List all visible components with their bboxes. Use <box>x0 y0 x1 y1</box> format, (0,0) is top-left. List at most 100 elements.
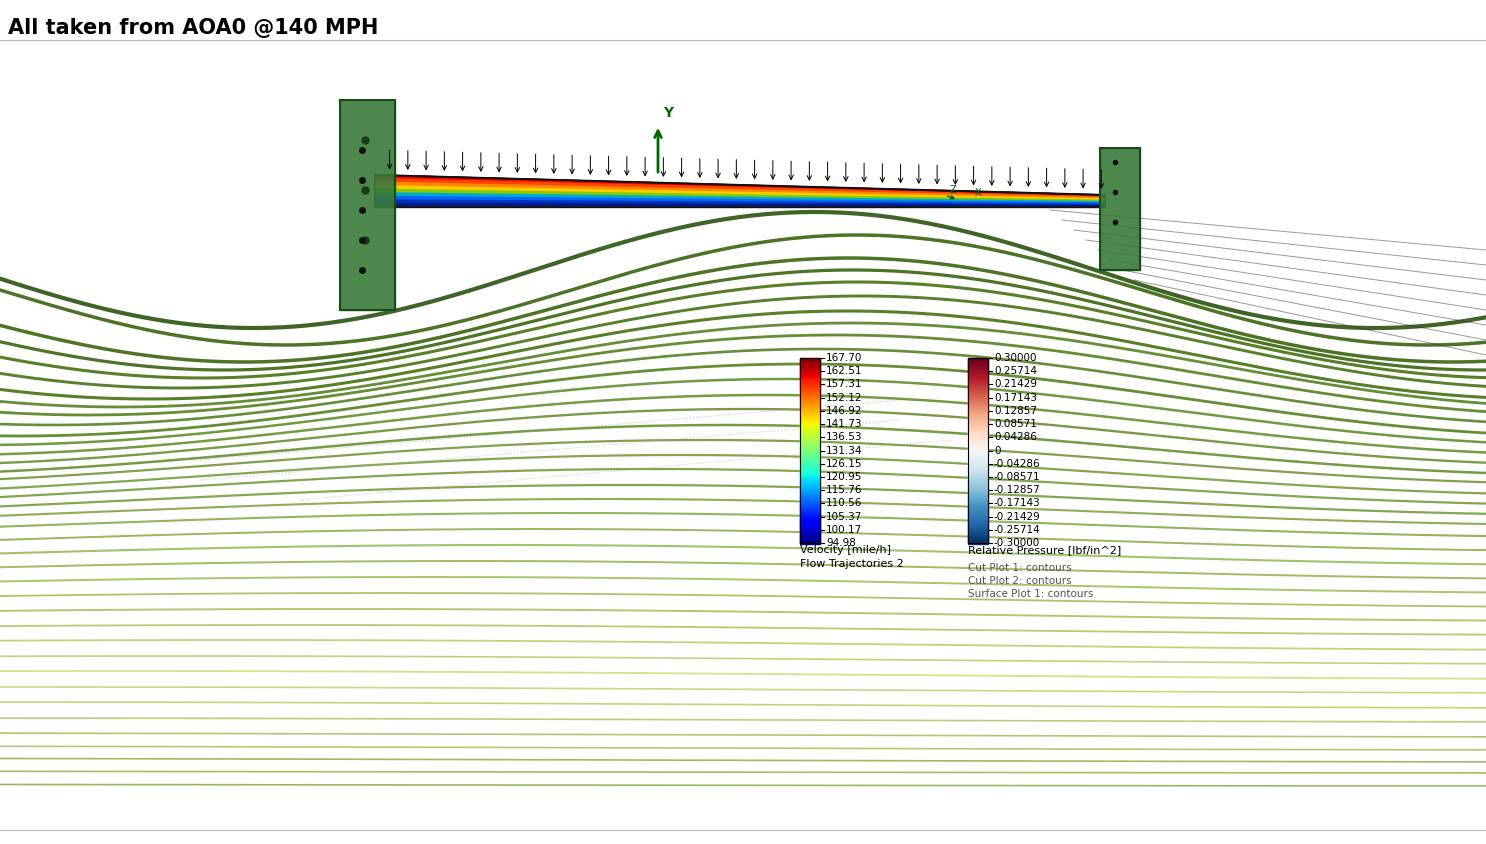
Polygon shape <box>1065 194 1068 207</box>
Bar <box>967 502 988 503</box>
Bar <box>799 491 820 492</box>
Polygon shape <box>542 180 547 207</box>
Bar <box>799 510 820 511</box>
Bar <box>967 421 988 422</box>
Bar <box>967 394 988 395</box>
Bar <box>967 373 988 375</box>
Text: 0.08571: 0.08571 <box>994 419 1037 429</box>
Text: -0.12857: -0.12857 <box>994 485 1040 495</box>
Polygon shape <box>612 181 615 207</box>
Polygon shape <box>1101 195 1106 207</box>
Polygon shape <box>783 187 788 207</box>
Bar <box>967 407 988 408</box>
Text: Cut Plot 2: contours: Cut Plot 2: contours <box>967 576 1071 586</box>
Bar <box>799 489 820 490</box>
Bar <box>799 511 820 512</box>
Bar <box>967 512 988 513</box>
Bar <box>799 420 820 421</box>
Text: Z: Z <box>950 185 957 195</box>
Polygon shape <box>404 176 407 207</box>
Polygon shape <box>898 189 901 207</box>
Bar <box>799 412 820 413</box>
Bar <box>799 392 820 393</box>
Polygon shape <box>547 180 550 207</box>
Bar <box>967 387 988 389</box>
Bar <box>967 364 988 365</box>
Polygon shape <box>1076 194 1079 207</box>
Bar <box>799 522 820 523</box>
Polygon shape <box>678 183 682 207</box>
Bar <box>799 388 820 390</box>
Bar <box>967 369 988 370</box>
Bar <box>967 513 988 515</box>
Polygon shape <box>562 180 565 207</box>
Bar <box>799 473 820 475</box>
Bar <box>967 520 988 521</box>
Polygon shape <box>620 181 623 207</box>
Bar <box>967 519 988 521</box>
Bar <box>967 401 988 402</box>
Polygon shape <box>740 185 743 207</box>
Bar <box>799 462 820 463</box>
Bar <box>799 436 820 437</box>
Bar <box>799 493 820 495</box>
Bar <box>799 519 820 521</box>
Bar <box>967 427 988 429</box>
Bar <box>967 470 988 471</box>
Bar <box>799 461 820 462</box>
Polygon shape <box>722 185 725 207</box>
Text: 0: 0 <box>994 446 1000 456</box>
Polygon shape <box>667 183 670 207</box>
Polygon shape <box>642 182 645 207</box>
Bar <box>799 421 820 422</box>
Bar <box>799 456 820 457</box>
Polygon shape <box>810 187 813 207</box>
Text: 146.92: 146.92 <box>826 406 862 416</box>
Bar <box>799 483 820 484</box>
Bar <box>967 509 988 511</box>
Polygon shape <box>773 186 777 207</box>
Text: -0.30000: -0.30000 <box>994 538 1040 548</box>
Polygon shape <box>474 178 477 207</box>
Polygon shape <box>517 179 522 207</box>
Bar <box>799 381 820 382</box>
Bar <box>799 429 820 430</box>
Bar <box>967 526 988 527</box>
Polygon shape <box>893 189 898 207</box>
Bar <box>799 460 820 461</box>
Bar <box>799 422 820 424</box>
Bar <box>799 516 820 517</box>
Bar <box>967 408 988 409</box>
Bar <box>967 468 988 470</box>
Bar <box>967 397 988 398</box>
Polygon shape <box>762 186 765 207</box>
Bar <box>799 371 820 373</box>
Bar <box>967 392 988 393</box>
Polygon shape <box>933 190 938 207</box>
Bar <box>967 472 988 473</box>
Polygon shape <box>374 182 1106 199</box>
Bar <box>967 512 988 514</box>
Text: -0.08571: -0.08571 <box>994 472 1040 482</box>
Bar <box>967 468 988 469</box>
Bar <box>967 528 988 529</box>
Bar <box>799 423 820 425</box>
Bar <box>967 524 988 526</box>
Bar <box>967 363 988 365</box>
Bar <box>799 403 820 404</box>
Bar <box>799 538 820 540</box>
Bar <box>967 366 988 367</box>
Polygon shape <box>863 188 868 207</box>
Bar <box>799 455 820 456</box>
Bar <box>967 395 988 396</box>
Bar <box>799 528 820 529</box>
Polygon shape <box>798 187 802 207</box>
Polygon shape <box>915 190 918 207</box>
Polygon shape <box>901 189 905 207</box>
Bar <box>967 479 988 480</box>
Bar <box>799 361 820 362</box>
Bar <box>799 487 820 488</box>
Polygon shape <box>447 177 452 207</box>
Bar <box>967 428 988 430</box>
Polygon shape <box>675 183 678 207</box>
